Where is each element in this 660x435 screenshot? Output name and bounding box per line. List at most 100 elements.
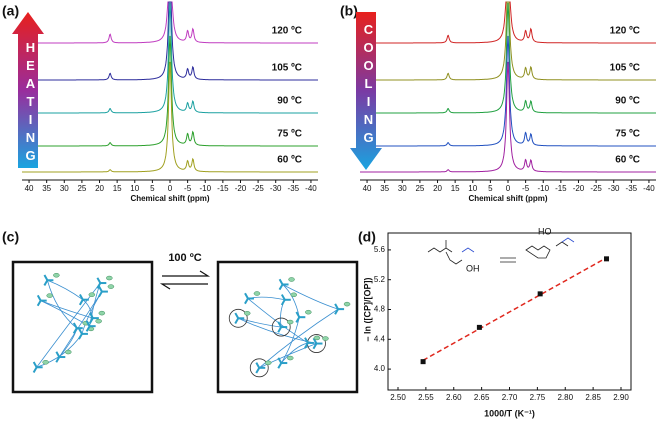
arrow-text: HEATING: [23, 40, 38, 166]
structure: [427, 237, 575, 265]
direction-arrow: [350, 12, 382, 170]
point: [476, 324, 482, 330]
x-tick-label: 30: [398, 184, 407, 193]
arm: [277, 357, 283, 364]
arm: [277, 326, 283, 333]
end-group: [343, 301, 351, 307]
x-tick-label: 0: [168, 184, 173, 193]
arm: [43, 279, 49, 286]
x-tick-label: 0: [506, 184, 511, 193]
condition-label: 100 ºC: [168, 252, 201, 264]
x-tick-label: 5: [488, 184, 493, 193]
x-tick-label: 2.90: [613, 393, 629, 402]
panel-label: (c): [2, 229, 19, 245]
x-tick-label: 35: [42, 184, 51, 193]
x-tick-label: -10: [537, 184, 549, 193]
arm: [98, 285, 103, 293]
chain: [40, 300, 90, 327]
arm: [277, 321, 283, 328]
equilibrium-arrows: [159, 270, 211, 290]
chain: [280, 317, 300, 364]
arm: [78, 328, 83, 335]
x-tick-label: -40: [643, 184, 655, 193]
arm: [255, 367, 261, 374]
arm: [36, 300, 42, 307]
x-tick-label: 2.85: [585, 393, 601, 402]
arm: [304, 342, 309, 349]
arm: [32, 361, 38, 368]
panel-label: (b): [340, 3, 358, 19]
arm: [295, 311, 301, 318]
y-tick-label: 4.8: [374, 305, 386, 314]
arm: [244, 298, 249, 305]
x-tick-label: -30: [608, 184, 620, 193]
arm: [98, 291, 103, 298]
spectrum: [360, 2, 656, 114]
arm: [334, 308, 339, 315]
arm: [244, 292, 249, 299]
point: [604, 256, 610, 262]
x-tick-label: -15: [555, 184, 567, 193]
point: [420, 359, 426, 365]
arm: [278, 283, 284, 291]
x-tick-label: -5: [184, 184, 192, 193]
end-group: [98, 310, 106, 316]
end-group: [253, 291, 261, 296]
end-group: [243, 311, 251, 316]
chain: [36, 282, 101, 368]
end-group: [65, 349, 72, 355]
arm: [96, 282, 102, 289]
spectrum: [360, 61, 656, 173]
y-axis-label: – ln ([CP]/[OP]): [362, 278, 372, 342]
spectrum: [22, 35, 318, 147]
arm: [36, 294, 42, 302]
x-tick-label: -25: [590, 184, 602, 193]
chain: [47, 279, 84, 301]
trace-label: 120 ºC: [272, 26, 302, 37]
x-axis-label: 1000/T (K⁻¹): [484, 408, 535, 418]
x-tick-label: 40: [25, 184, 34, 193]
x-tick-label: 10: [468, 184, 477, 193]
direction-arrow: [12, 12, 44, 168]
x-tick-label: 2.65: [474, 393, 490, 402]
y-tick-label: 4.4: [374, 334, 386, 343]
spectrum: [22, 1, 318, 81]
network-box: [216, 260, 359, 394]
arm: [79, 293, 84, 301]
point: [537, 291, 543, 297]
end-group: [287, 355, 294, 361]
arm: [55, 351, 61, 358]
x-tick-label: -20: [235, 184, 247, 193]
trace-label: 105 ºC: [610, 63, 640, 74]
arm: [32, 366, 38, 373]
x-tick-label: 2.70: [502, 393, 518, 402]
arm: [295, 316, 301, 323]
trace-label: 60 ºC: [615, 155, 640, 166]
x-tick-label: 25: [415, 184, 424, 193]
spectrum: [360, 35, 656, 147]
x-tick-label: 2.50: [390, 393, 406, 402]
arm: [277, 362, 283, 369]
chain: [58, 291, 103, 358]
end-group: [42, 360, 49, 365]
arm: [89, 312, 94, 319]
chain: [259, 343, 317, 369]
x-tick-label: 20: [95, 184, 104, 193]
arm: [72, 322, 78, 329]
x-tick-label: 2.75: [530, 393, 546, 402]
trace-label: 120 ºC: [610, 26, 640, 37]
x-tick-label: 15: [451, 184, 460, 193]
arm: [85, 320, 91, 327]
end-group: [265, 360, 272, 366]
x-tick-label: -5: [522, 184, 530, 193]
trace-label: 90 ºC: [615, 96, 640, 107]
arm: [304, 337, 309, 344]
x-tick-label: 20: [433, 184, 442, 193]
structure-label: OH: [466, 263, 480, 273]
chain: [46, 280, 78, 329]
trace-label: 90 ºC: [277, 96, 302, 107]
arm: [255, 362, 261, 369]
x-tick-label: -40: [305, 184, 317, 193]
